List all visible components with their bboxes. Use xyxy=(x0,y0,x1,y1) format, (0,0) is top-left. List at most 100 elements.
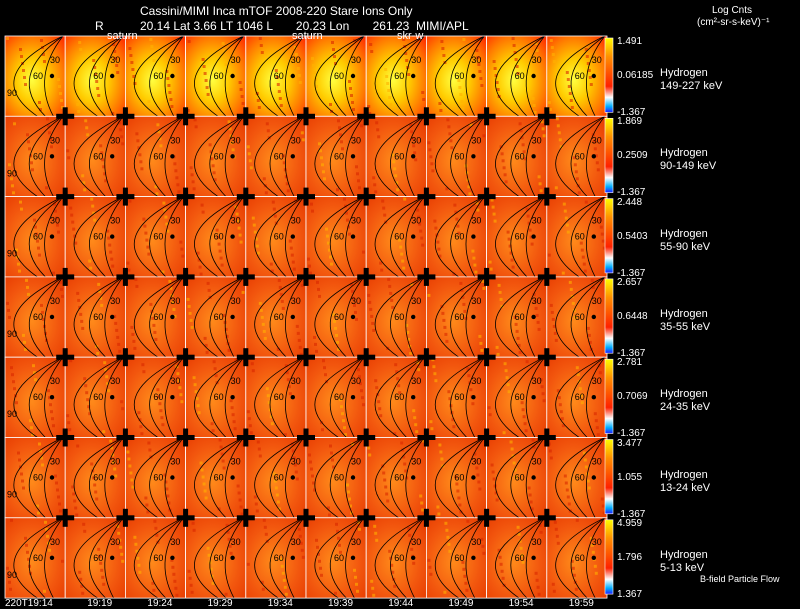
heatmap-panel: 30 60 xyxy=(245,115,307,198)
contour-label: 30 xyxy=(110,135,120,145)
crosshair-marker xyxy=(477,107,496,126)
crosshair-marker xyxy=(417,187,436,206)
contour-label: 30 xyxy=(110,55,120,65)
heatmap-panel: 30 60 xyxy=(125,35,187,117)
heatmap-panel: 30 60 xyxy=(64,517,126,599)
heatmap-panel: 30 60 90 xyxy=(4,276,66,358)
contour-label: 30 xyxy=(411,216,421,226)
contour-label: 30 xyxy=(471,55,481,65)
contour-label: 60 xyxy=(274,232,284,242)
contour-label: 90 xyxy=(7,168,17,178)
crosshair-marker xyxy=(417,508,436,527)
heatmap-panel: 30 60 xyxy=(125,196,187,278)
planet-marker xyxy=(170,73,175,79)
crosshair-marker xyxy=(297,107,315,126)
planet-marker xyxy=(411,395,416,400)
band-energy-label: 13-24 keV xyxy=(660,481,711,494)
contour-label: 60 xyxy=(394,312,404,322)
contour-label: 30 xyxy=(592,537,602,547)
planet-marker xyxy=(350,314,356,320)
heatmap-panel: 30 60 xyxy=(425,356,487,438)
contour-label: 60 xyxy=(274,392,284,402)
planet-marker xyxy=(350,395,356,400)
planet-marker xyxy=(170,314,175,320)
band-species-label: Hydrogen xyxy=(660,388,708,401)
heatmap-panel: 30 60 xyxy=(125,115,187,198)
time-tick-label: 19:49 xyxy=(448,598,474,609)
crosshair-marker xyxy=(357,107,376,126)
contour-label: 30 xyxy=(291,296,301,306)
contour-label: 30 xyxy=(50,135,60,145)
time-tick-label: 19:54 xyxy=(508,598,534,609)
planet-marker xyxy=(110,154,115,159)
heatmap-panel: 30 60 xyxy=(185,196,247,278)
heatmap-panel: 30 60 xyxy=(365,35,427,117)
contour-label: 60 xyxy=(394,553,404,563)
colorbar-max-label: 2.657 xyxy=(617,276,643,288)
contour-label: 30 xyxy=(351,216,361,226)
contour-label: 60 xyxy=(394,71,404,81)
heatmap-panel: 30 60 xyxy=(245,356,307,438)
planet-marker xyxy=(591,314,596,320)
crosshair-marker xyxy=(297,508,315,527)
heatmap-panel: 30 60 90 xyxy=(4,437,66,519)
colorbar-mid-label: 0.2509 xyxy=(617,150,648,162)
contour-label: 60 xyxy=(214,151,224,161)
heatmap-panel: 30 60 xyxy=(125,517,187,599)
planet-marker xyxy=(471,395,476,400)
contour-label: 60 xyxy=(575,312,585,322)
planet-marker xyxy=(230,475,235,480)
contour-label: 60 xyxy=(33,473,43,483)
contour-label: 60 xyxy=(153,232,163,242)
heatmap-panel: 30 60 xyxy=(305,35,367,117)
contour-label: 30 xyxy=(351,55,361,65)
planet-marker xyxy=(290,154,295,159)
crosshair-marker xyxy=(297,348,315,367)
crosshair-marker xyxy=(176,187,195,206)
planet-marker xyxy=(471,73,476,79)
crosshair-marker xyxy=(537,348,556,367)
planet-marker xyxy=(110,73,115,79)
planet-marker xyxy=(411,475,416,480)
contour-label: 30 xyxy=(351,457,361,467)
planet-marker xyxy=(290,395,295,400)
contour-label: 30 xyxy=(110,537,120,547)
contour-label: 60 xyxy=(454,151,464,161)
contour-label: 90 xyxy=(7,88,17,98)
contour-label: 60 xyxy=(93,312,103,322)
heatmap-panel: 30 60 xyxy=(185,35,247,117)
heatmap-panel: 30 60 xyxy=(64,276,126,358)
contour-label: 30 xyxy=(50,376,60,386)
planet-marker xyxy=(350,73,356,79)
contour-label: 90 xyxy=(7,570,17,580)
planet-marker xyxy=(230,73,235,79)
planet-marker xyxy=(471,475,476,480)
colorbar xyxy=(605,278,613,354)
heatmap-panel: 30 60 xyxy=(64,35,126,117)
contour-label: 60 xyxy=(93,151,103,161)
contour-label: 30 xyxy=(532,457,542,467)
colorbar xyxy=(605,38,613,113)
planet-marker xyxy=(531,73,536,79)
planet-marker xyxy=(170,234,175,239)
heatmap-panel: 30 60 xyxy=(486,517,548,599)
planet-marker xyxy=(350,154,356,159)
contour-label: 30 xyxy=(50,296,60,306)
planet-marker xyxy=(110,555,115,560)
heatmap-panel: 30 60 xyxy=(64,356,126,438)
heatmap-panel: 30 60 xyxy=(425,517,487,599)
heatmap-panel: 30 60 xyxy=(486,35,548,117)
contour-label: 60 xyxy=(153,312,163,322)
planet-marker xyxy=(290,555,295,560)
heatmap-panel: 30 60 xyxy=(305,437,367,519)
crosshair-marker xyxy=(537,428,556,447)
contour-label: 30 xyxy=(592,55,602,65)
band-species-label: Hydrogen xyxy=(660,67,708,79)
contour-label: 60 xyxy=(575,232,585,242)
planet-marker xyxy=(49,314,55,320)
contour-label: 30 xyxy=(170,296,180,306)
crosshair-marker xyxy=(297,187,315,206)
crosshair-marker xyxy=(116,187,135,206)
contour-label: 30 xyxy=(471,135,481,145)
contour-label: 60 xyxy=(515,71,525,81)
